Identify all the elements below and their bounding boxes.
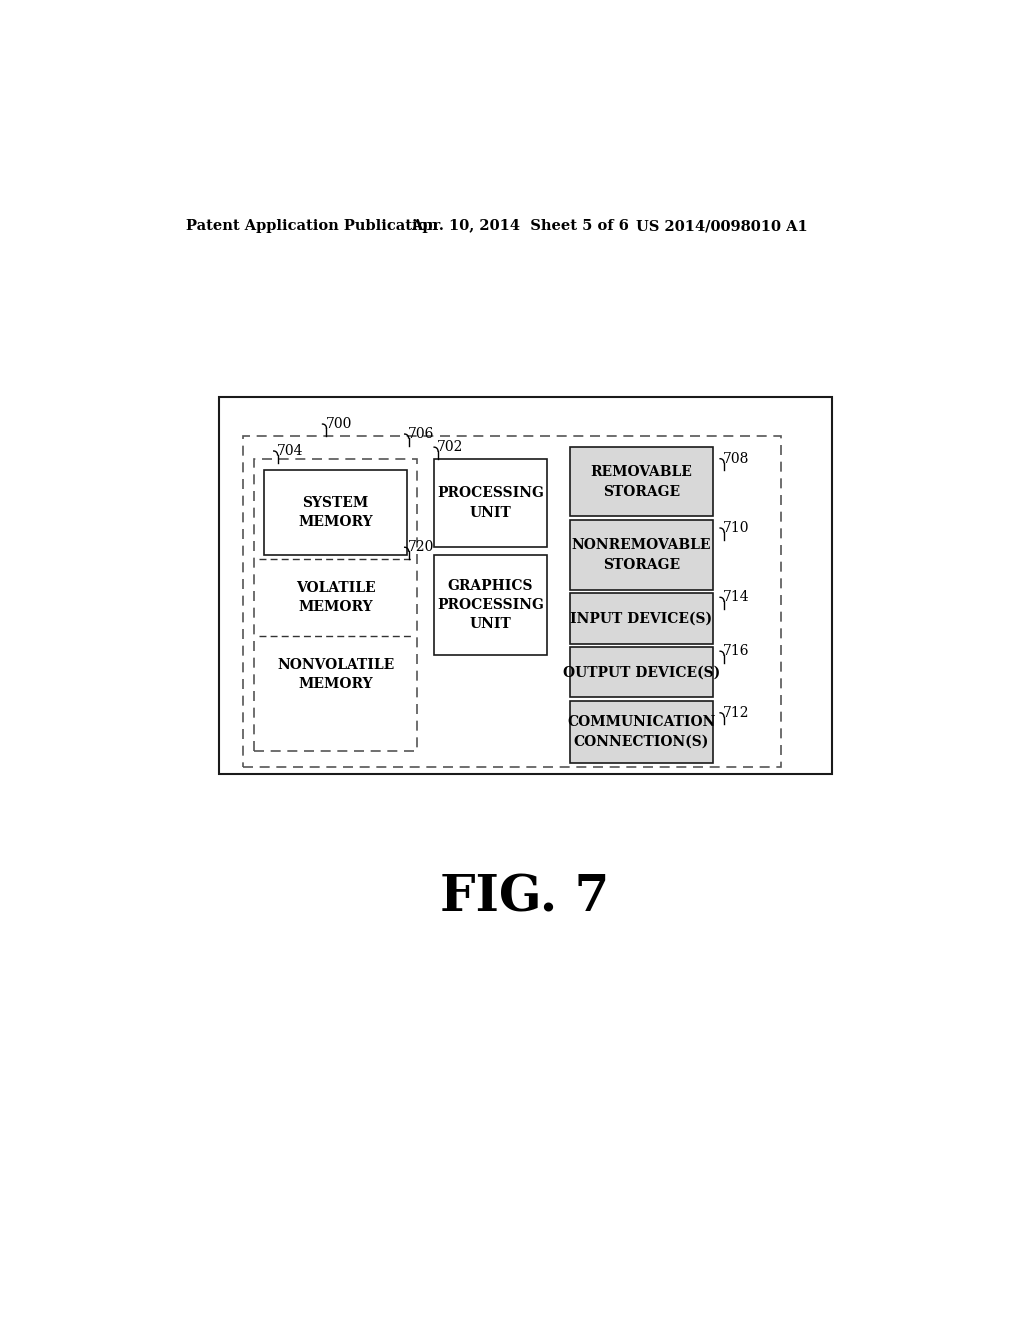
- Text: NONVOLATILE
MEMORY: NONVOLATILE MEMORY: [278, 657, 394, 692]
- Text: OUTPUT DEVICE(S): OUTPUT DEVICE(S): [563, 665, 720, 680]
- Text: FIG. 7: FIG. 7: [440, 873, 609, 923]
- Text: 704: 704: [276, 444, 303, 458]
- Bar: [219, 397, 831, 775]
- Text: 710: 710: [723, 521, 750, 535]
- Text: 716: 716: [723, 644, 750, 659]
- Text: Apr. 10, 2014  Sheet 5 of 6: Apr. 10, 2014 Sheet 5 of 6: [411, 219, 629, 234]
- Bar: [434, 554, 547, 655]
- Bar: [569, 647, 713, 697]
- Bar: [569, 447, 713, 516]
- Text: VOLATILE
MEMORY: VOLATILE MEMORY: [296, 581, 376, 614]
- Text: 706: 706: [408, 428, 434, 441]
- Text: NONREMOVABLE
STORAGE: NONREMOVABLE STORAGE: [571, 539, 712, 572]
- Bar: [263, 470, 407, 554]
- Text: 700: 700: [326, 417, 352, 432]
- Text: 712: 712: [723, 706, 750, 719]
- Bar: [254, 459, 417, 751]
- Bar: [243, 436, 781, 767]
- Bar: [569, 520, 713, 590]
- Text: INPUT DEVICE(S): INPUT DEVICE(S): [570, 611, 713, 626]
- Text: REMOVABLE
STORAGE: REMOVABLE STORAGE: [591, 465, 692, 499]
- Text: 720: 720: [408, 540, 434, 554]
- Bar: [434, 459, 547, 548]
- Text: SYSTEM
MEMORY: SYSTEM MEMORY: [298, 496, 373, 529]
- Text: PROCESSING
UNIT: PROCESSING UNIT: [437, 486, 544, 520]
- Text: 714: 714: [723, 590, 750, 605]
- Text: GRAPHICS
PROCESSING
UNIT: GRAPHICS PROCESSING UNIT: [437, 578, 544, 631]
- Text: Patent Application Publication: Patent Application Publication: [186, 219, 438, 234]
- Text: 708: 708: [723, 451, 750, 466]
- Bar: [569, 594, 713, 644]
- Text: COMMUNICATION
CONNECTION(S): COMMUNICATION CONNECTION(S): [567, 715, 716, 748]
- Text: 702: 702: [437, 440, 464, 454]
- Text: US 2014/0098010 A1: US 2014/0098010 A1: [636, 219, 807, 234]
- Bar: [569, 701, 713, 763]
